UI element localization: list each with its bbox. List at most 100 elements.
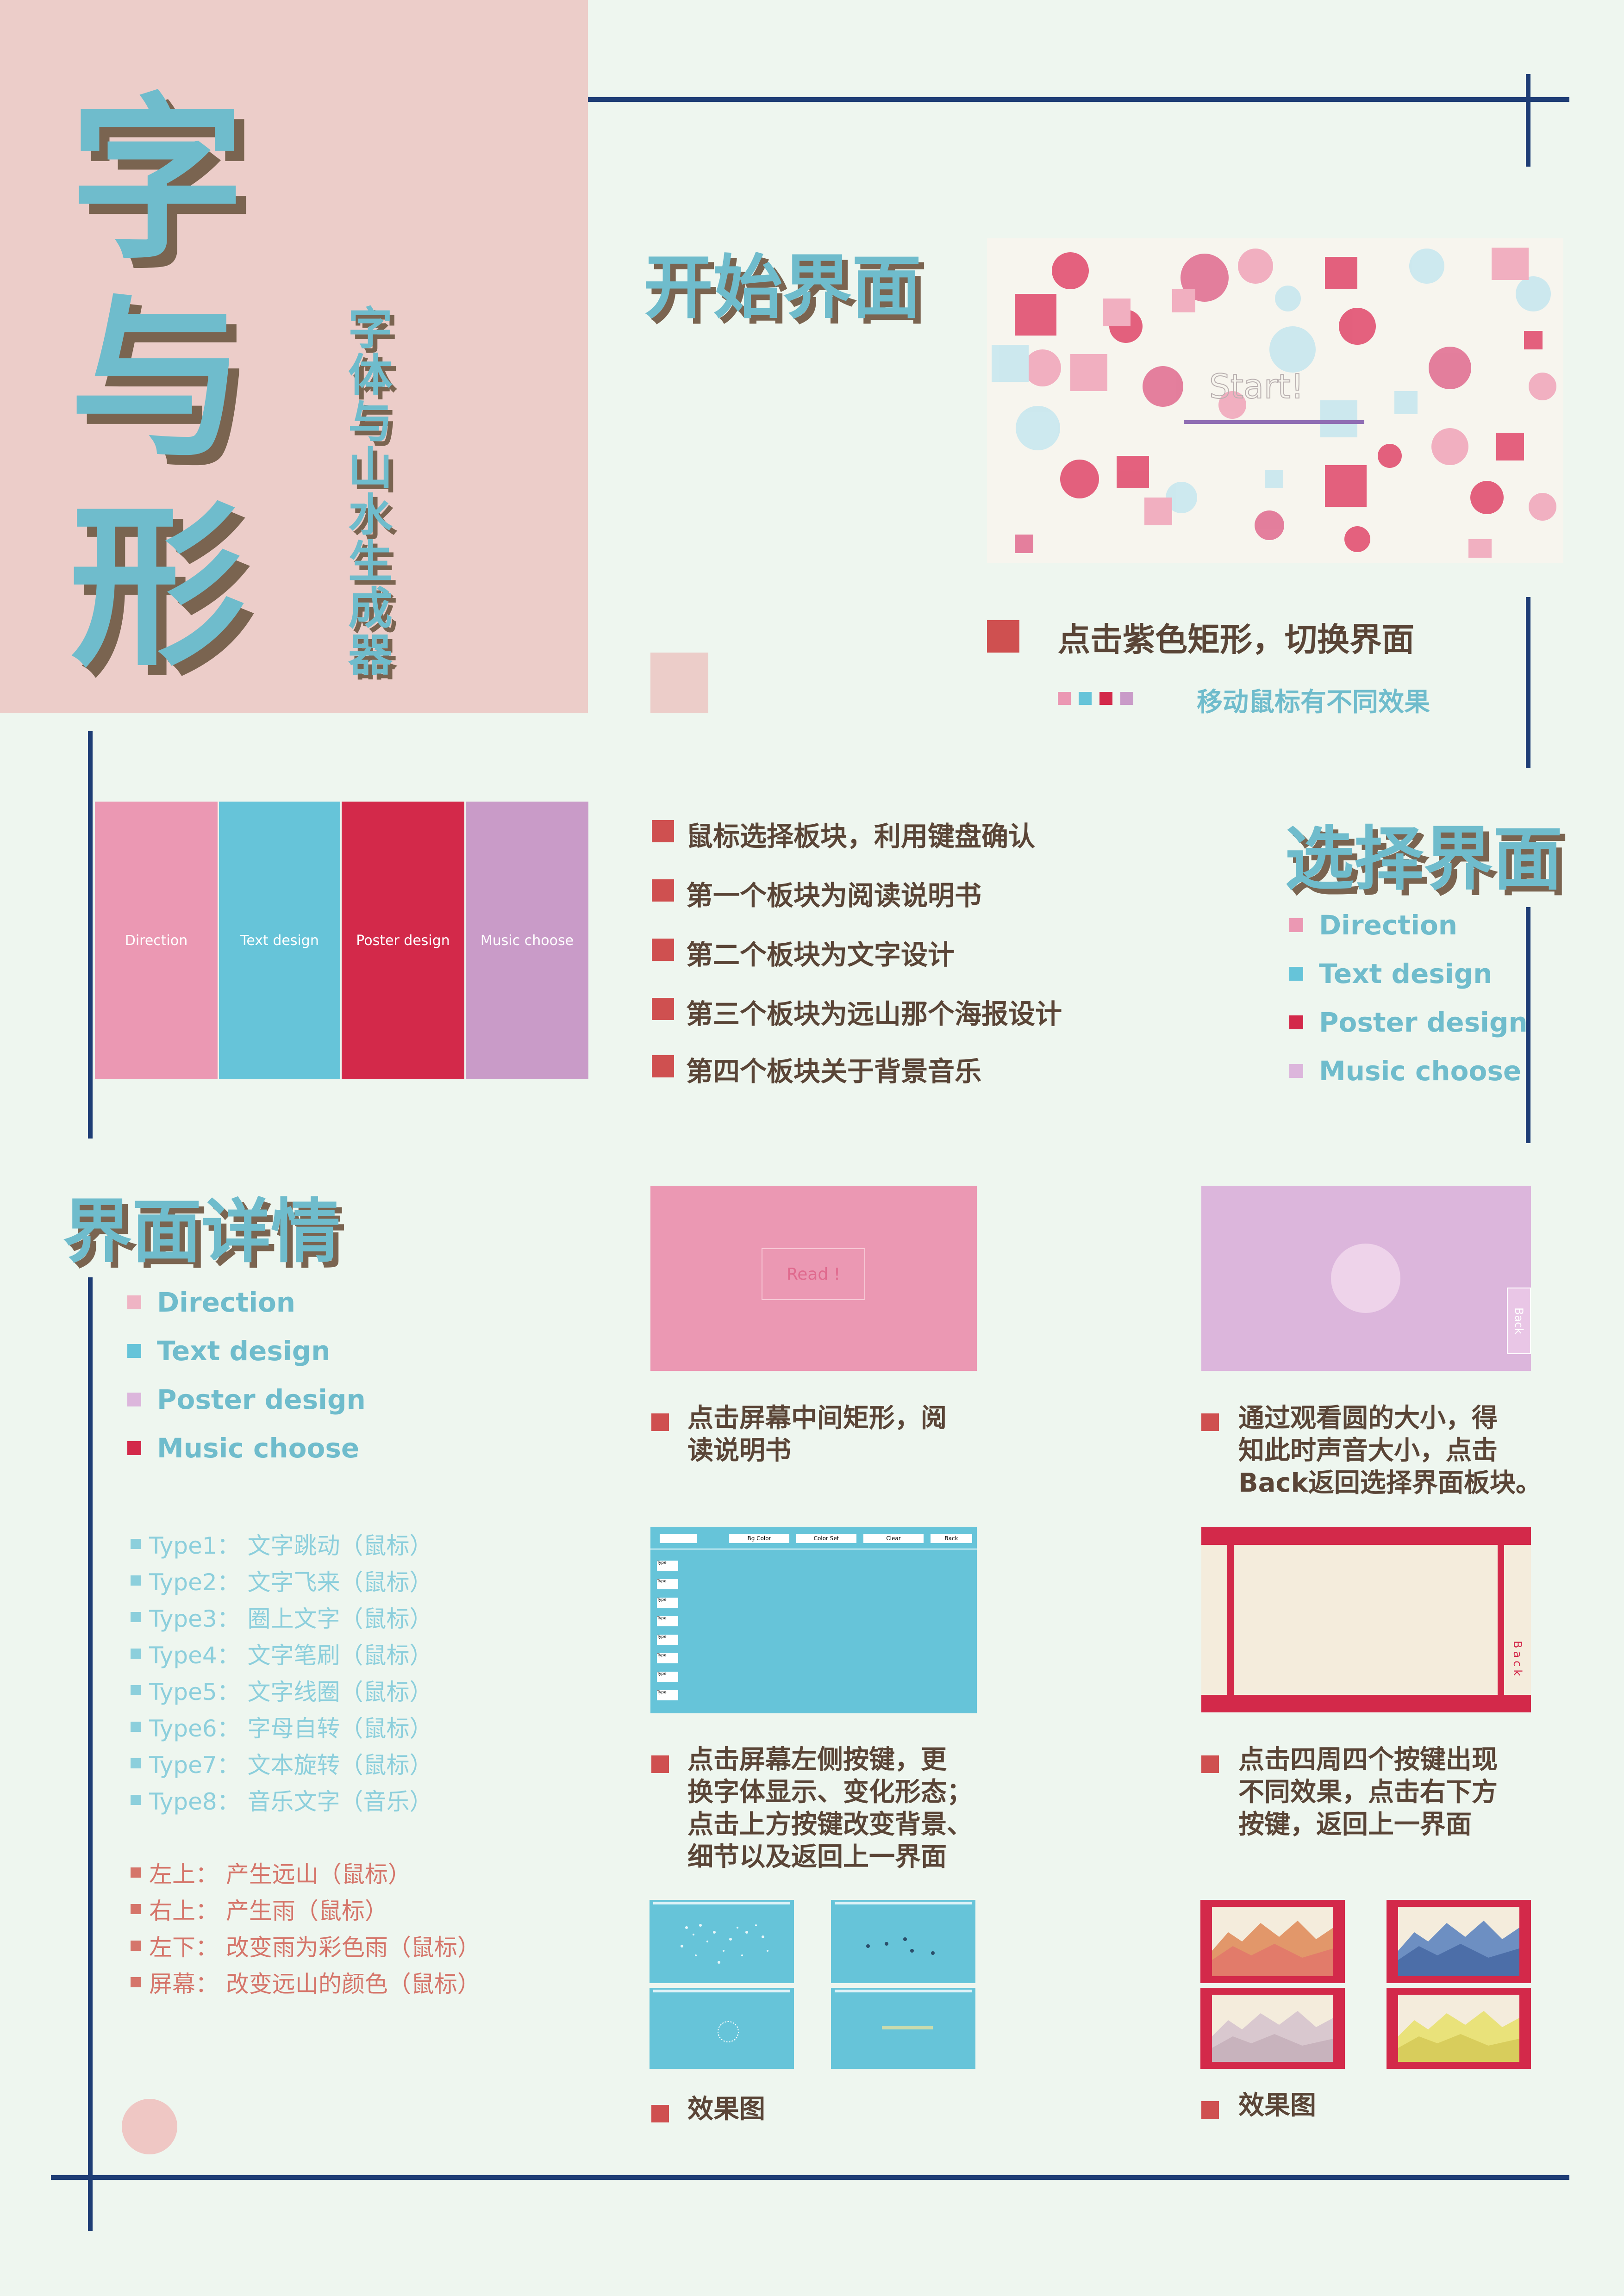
type-dot [131,1795,141,1805]
panel-poster-design[interactable]: Poster design [342,802,464,1079]
poster-action-1: 左上： 产生远山（鼠标） [131,1856,411,1889]
legend-dot [1289,967,1303,981]
hint-dot-red [1099,692,1112,705]
hint-dot-purple [1120,692,1133,705]
select-bullet-sq-4 [652,998,674,1020]
action-dot [131,1904,141,1914]
music-back-button[interactable]: Back [1507,1288,1531,1354]
read-button[interactable]: Read ! [762,1248,865,1300]
legend-dot [1289,1015,1303,1029]
desc-line: 读说明书 [687,1436,791,1466]
type-item-4: Type4： 文字笔刷（鼠标） [131,1637,433,1670]
deco-circle [122,2099,177,2154]
subtitle-vertical: 字体与山水生成器 [348,303,393,681]
type-button[interactable]: Type [657,1598,678,1608]
type-label: Type1： 文字跳动（鼠标） [149,1532,433,1559]
start-bullet-text: 点击紫色矩形，切换界面 [1058,621,1414,659]
desc-direction-square [651,1413,669,1431]
heading-start-interface: 开始界面 [643,248,922,328]
frame-left-line-1 [88,731,93,1139]
direction-preview: Read ! [650,1186,977,1371]
detail-legend-text-design: Text design [127,1335,331,1367]
panel-text-design[interactable]: Text design [219,802,340,1079]
type-button[interactable]: Type [657,1561,678,1571]
legend-dot [127,1441,141,1455]
action-label: 左上： 产生远山（鼠标） [149,1861,411,1888]
desc-line: Back返回选择界面板块。 [1238,1468,1542,1498]
type-item-7: Type7： 文本旋转（鼠标） [131,1747,433,1780]
legend-label: Direction [1319,909,1458,941]
poster-effect-art-3 [1212,1995,1333,2062]
desc-line: 通过观看圆的大小，得 [1238,1403,1498,1433]
type-label: Type6： 字母自转（鼠标） [149,1715,433,1742]
type-item-3: Type3： 圈上文字（鼠标） [131,1600,433,1634]
type-button[interactable]: Type [657,1579,678,1589]
music-preview: Back [1201,1186,1531,1371]
text-top-button[interactable]: Clear [863,1534,924,1543]
desc-text-design: 点击屏幕左侧按键，更 换字体显示、变化形态； 点击上方按键改变背景、 细节以及返… [687,1744,973,1873]
desc-line: 换字体显示、变化形态； [687,1777,973,1807]
select-legend-text-design: Text design [1289,958,1493,989]
legend-dot [1289,1064,1303,1078]
desc-line: 细节以及返回上一界面 [687,1842,947,1872]
type-button[interactable]: Type [657,1672,678,1682]
text-top-button[interactable]: Back [931,1534,972,1543]
type-dot [131,1649,141,1659]
poster-corner-button[interactable] [1201,1624,1227,1695]
legend-label: Music choose [157,1432,360,1464]
poster-effect-art-2 [1398,1907,1519,1976]
type-dot [131,1575,141,1586]
type-button[interactable]: Type [657,1616,678,1626]
hint-dot-pink [1058,692,1071,705]
poster-action-2: 右上： 产生雨（鼠标） [131,1892,388,1926]
effect-poster-label: 效果图 [1238,2091,1316,2121]
desc-poster: 点击四周四个按键出现 不同效果，点击右下方 按键，返回上一界面 [1238,1744,1498,1841]
text-effect-thumb-4 [831,1988,975,2069]
legend-label: Poster design [1319,1007,1528,1038]
text-effect-art-2 [835,1902,972,1955]
start-preview: Start! [987,238,1563,563]
start-text: Start! [1209,367,1304,406]
type-button[interactable]: Type [657,1653,678,1663]
text-top-button[interactable] [660,1534,697,1543]
frame-right-line-1 [1526,597,1530,768]
detail-legend-poster-design: Poster design [127,1384,366,1415]
desc-line: 不同效果，点击右下方 [1238,1777,1498,1807]
title-char-2: 与 [69,277,245,482]
frame-bottom-line [51,2175,1569,2180]
effect-text-square [651,2105,669,2122]
type-button[interactable]: Type [657,1690,678,1700]
text-top-button[interactable]: Bg Color [729,1534,789,1543]
frame-top-right-tick [1526,74,1530,167]
action-dot [131,1977,141,1987]
select-bullet-3: 第二个板块为文字设计 [686,939,955,971]
panel-direction[interactable]: Direction [95,802,218,1079]
desc-poster-square [1201,1755,1219,1773]
panel-music-choose[interactable]: Music choose [466,802,588,1079]
text-effect-art-1 [653,1902,790,1964]
type-dot [131,1758,141,1768]
poster-back-button[interactable]: Back [1504,1624,1531,1695]
desc-line: 点击屏幕中间矩形，阅 [687,1403,947,1433]
type-item-8: Type8： 音乐文字（音乐） [131,1783,433,1817]
type-label: Type4： 文字笔刷（鼠标） [149,1642,433,1669]
type-item-2: Type2： 文字飞来（鼠标） [131,1564,433,1597]
type-dot [131,1722,141,1732]
legend-label: Text design [1319,958,1493,989]
select-bullet-sq-3 [652,939,674,961]
poster-corner-button[interactable] [1201,1545,1227,1605]
type-label: Type8： 音乐文字（音乐） [149,1788,433,1815]
poster-corner-button[interactable] [1504,1545,1531,1605]
heading-detail: 界面详情 [62,1192,341,1272]
desc-music-square [1201,1413,1219,1431]
legend-dot [1289,918,1303,932]
type-button[interactable]: Type [657,1635,678,1645]
poster-canvas [1201,1545,1531,1695]
heading-select-interface: 选择界面 [1285,819,1563,900]
desc-line: 知此时声音大小，点击 [1238,1436,1498,1466]
legend-dot [127,1295,141,1309]
detail-legend-direction: Direction [127,1287,295,1318]
poster-preview: Back [1201,1527,1531,1712]
title-char-3: 形 [69,485,245,690]
text-top-button[interactable]: Color Set [796,1534,856,1543]
